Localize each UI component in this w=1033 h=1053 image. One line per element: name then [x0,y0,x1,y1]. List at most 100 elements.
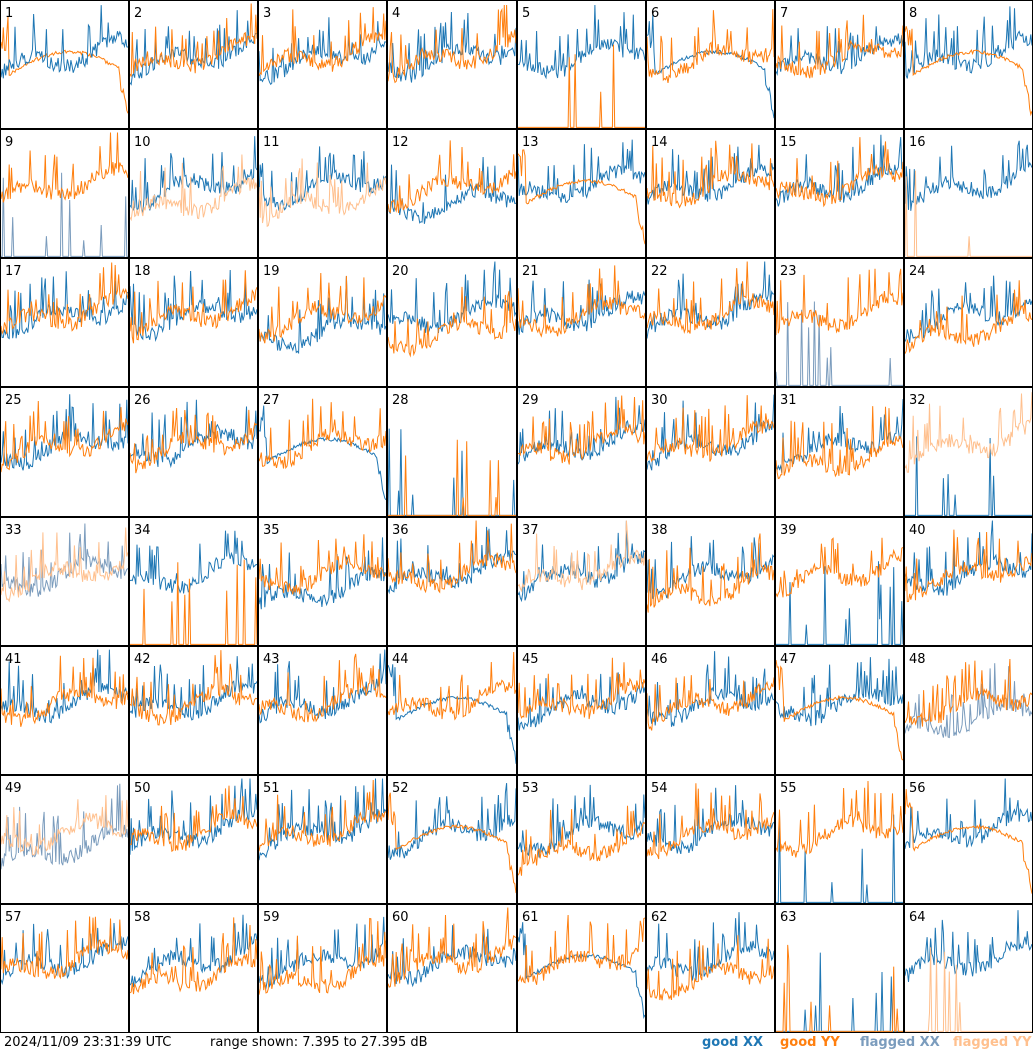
series-xx-13 [517,139,646,204]
series-xx-1 [0,5,129,79]
panel-29: 29 [517,387,646,517]
panel-label-24: 24 [909,264,926,279]
series-xx-5 [517,4,646,80]
panel-label-44: 44 [392,652,409,667]
series-yy-51 [258,779,387,852]
panel-label-63: 63 [780,910,797,925]
panel-label-56: 56 [909,781,926,796]
series-xx-27 [258,405,387,501]
series-xx-23 [775,301,903,386]
panel-59: 59 [258,904,387,1033]
panel-48: 48 [904,646,1033,775]
panel-34: 34 [129,517,258,646]
series-yy-15 [775,137,904,208]
panel-label-8: 8 [909,6,917,21]
panel-border-36 [387,517,517,646]
panel-25: 25 [0,387,129,517]
legend-good-xx: good XX [702,1035,764,1050]
series-yy-20 [387,286,517,358]
panel-label-50: 50 [134,781,151,796]
series-xx-17 [0,271,129,340]
series-yy-35 [258,534,387,595]
panel-border-3 [258,0,387,129]
panel-border-37 [517,517,646,646]
panel-border-44 [387,646,517,775]
series-yy-34 [130,559,258,645]
panel-62: 62 [646,904,775,1033]
panel-43: 43 [258,646,387,775]
panel-label-2: 2 [134,6,142,21]
panel-label-10: 10 [134,135,151,150]
panel-label-58: 58 [134,910,151,925]
series-yy-61 [517,914,646,985]
series-yy-6 [646,9,775,83]
series-xx-15 [775,134,904,207]
series-yy-49 [0,795,129,856]
series-yy-18 [129,270,258,344]
panel-border-39 [775,517,904,646]
series-xx-3 [258,17,387,86]
panel-label-40: 40 [909,523,926,538]
series-yy-47 [775,660,904,761]
panel-4: 4 [387,0,517,129]
panel-label-18: 18 [134,264,151,279]
series-xx-64 [904,910,1033,982]
panel-26: 26 [129,387,258,517]
panel-18: 18 [129,258,258,387]
series-xx-12 [387,156,517,224]
series-yy-9 [0,132,129,203]
panel-63: 63 [775,904,904,1033]
panel-label-27: 27 [263,393,280,408]
series-xx-39 [776,561,904,645]
legend-flagged-yy: flagged YY [953,1035,1032,1050]
series-xx-45 [517,672,646,731]
series-yy-44 [387,651,517,721]
series-xx-43 [258,649,387,724]
series-xx-29 [517,396,646,465]
series-xx-26 [129,399,258,469]
panel-32: 32 [904,387,1033,517]
series-yy-3 [258,7,387,76]
series-yy-36 [387,520,517,594]
panel-label-12: 12 [392,135,409,150]
series-yy-14 [646,140,775,209]
timestamp: 2024/11/09 23:31:39 UTC [4,1035,172,1050]
panel-border-19 [258,258,387,387]
panel-border-41 [0,646,129,775]
series-xx-59 [258,916,387,990]
series-yy-41 [0,655,129,727]
panel-label-17: 17 [5,264,22,279]
panel-border-27 [258,387,387,517]
panel-border-5 [517,0,646,129]
panel-label-34: 34 [134,523,151,538]
series-yy-30 [646,395,775,463]
panel-border-54 [646,775,775,904]
panel-border-12 [387,129,517,258]
panel-12: 12 [387,129,517,258]
panel-56: 56 [904,775,1033,904]
panel-label-9: 9 [5,135,13,150]
panel-53: 53 [517,775,646,904]
panel-33: 33 [0,517,129,646]
panel-border-35 [258,517,387,646]
panel-8: 8 [904,0,1033,129]
panel-16: 16 [904,129,1033,258]
panel-border-13 [517,129,646,258]
legend-flagged-xx: flagged XX [860,1035,940,1050]
series-xx-19 [258,276,387,355]
series-yy-55 [775,780,904,858]
panel-border-60 [387,904,517,1033]
panel-border-11 [258,129,387,258]
panel-border-28 [387,387,517,517]
panel-41: 41 [0,646,129,775]
series-yy-58 [129,917,258,995]
panel-label-4: 4 [392,6,400,21]
series-xx-2 [129,10,258,86]
panel-border-62 [646,904,775,1033]
panel-45: 45 [517,646,646,775]
panel-label-49: 49 [5,781,22,796]
panel-border-14 [646,129,775,258]
panel-2: 2 [129,0,258,129]
panel-label-26: 26 [134,393,151,408]
series-yy-52 [387,792,517,894]
